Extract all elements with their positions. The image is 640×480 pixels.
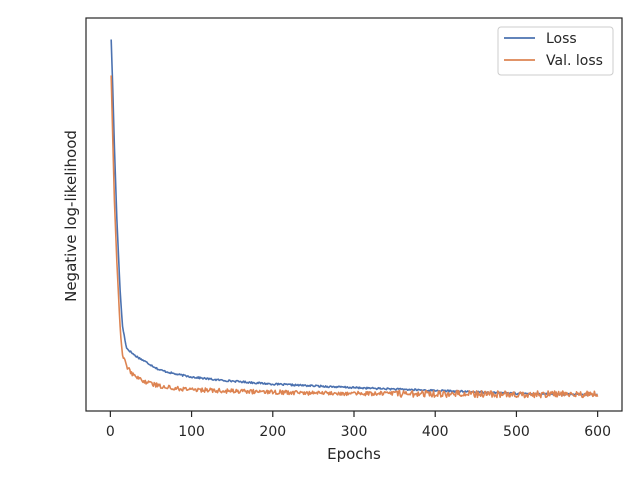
legend-label-loss: Loss [546, 31, 577, 47]
x-tick-label: 500 [503, 424, 530, 440]
series-layer [110, 39, 599, 399]
legend-box [497, 26, 614, 76]
x-tick-label: 600 [584, 424, 611, 440]
x-tick-label: 0 [106, 424, 115, 440]
x-tick-label: 400 [422, 424, 449, 440]
legend: Loss Val. loss [497, 26, 614, 76]
legend-label-val-loss: Val. loss [546, 53, 603, 69]
y-axis-label: Negative log-likelihood [62, 130, 80, 302]
x-tick-label: 100 [178, 424, 205, 440]
x-tick-label: 300 [341, 424, 368, 440]
x-tick-label: 200 [259, 424, 286, 440]
x-axis: 0 100 200 300 400 500 600 [106, 411, 611, 440]
x-axis-label: Epochs [327, 445, 381, 463]
plot-frame [85, 17, 623, 412]
series-line-val-loss [110, 75, 599, 399]
series-line-loss [110, 39, 598, 397]
